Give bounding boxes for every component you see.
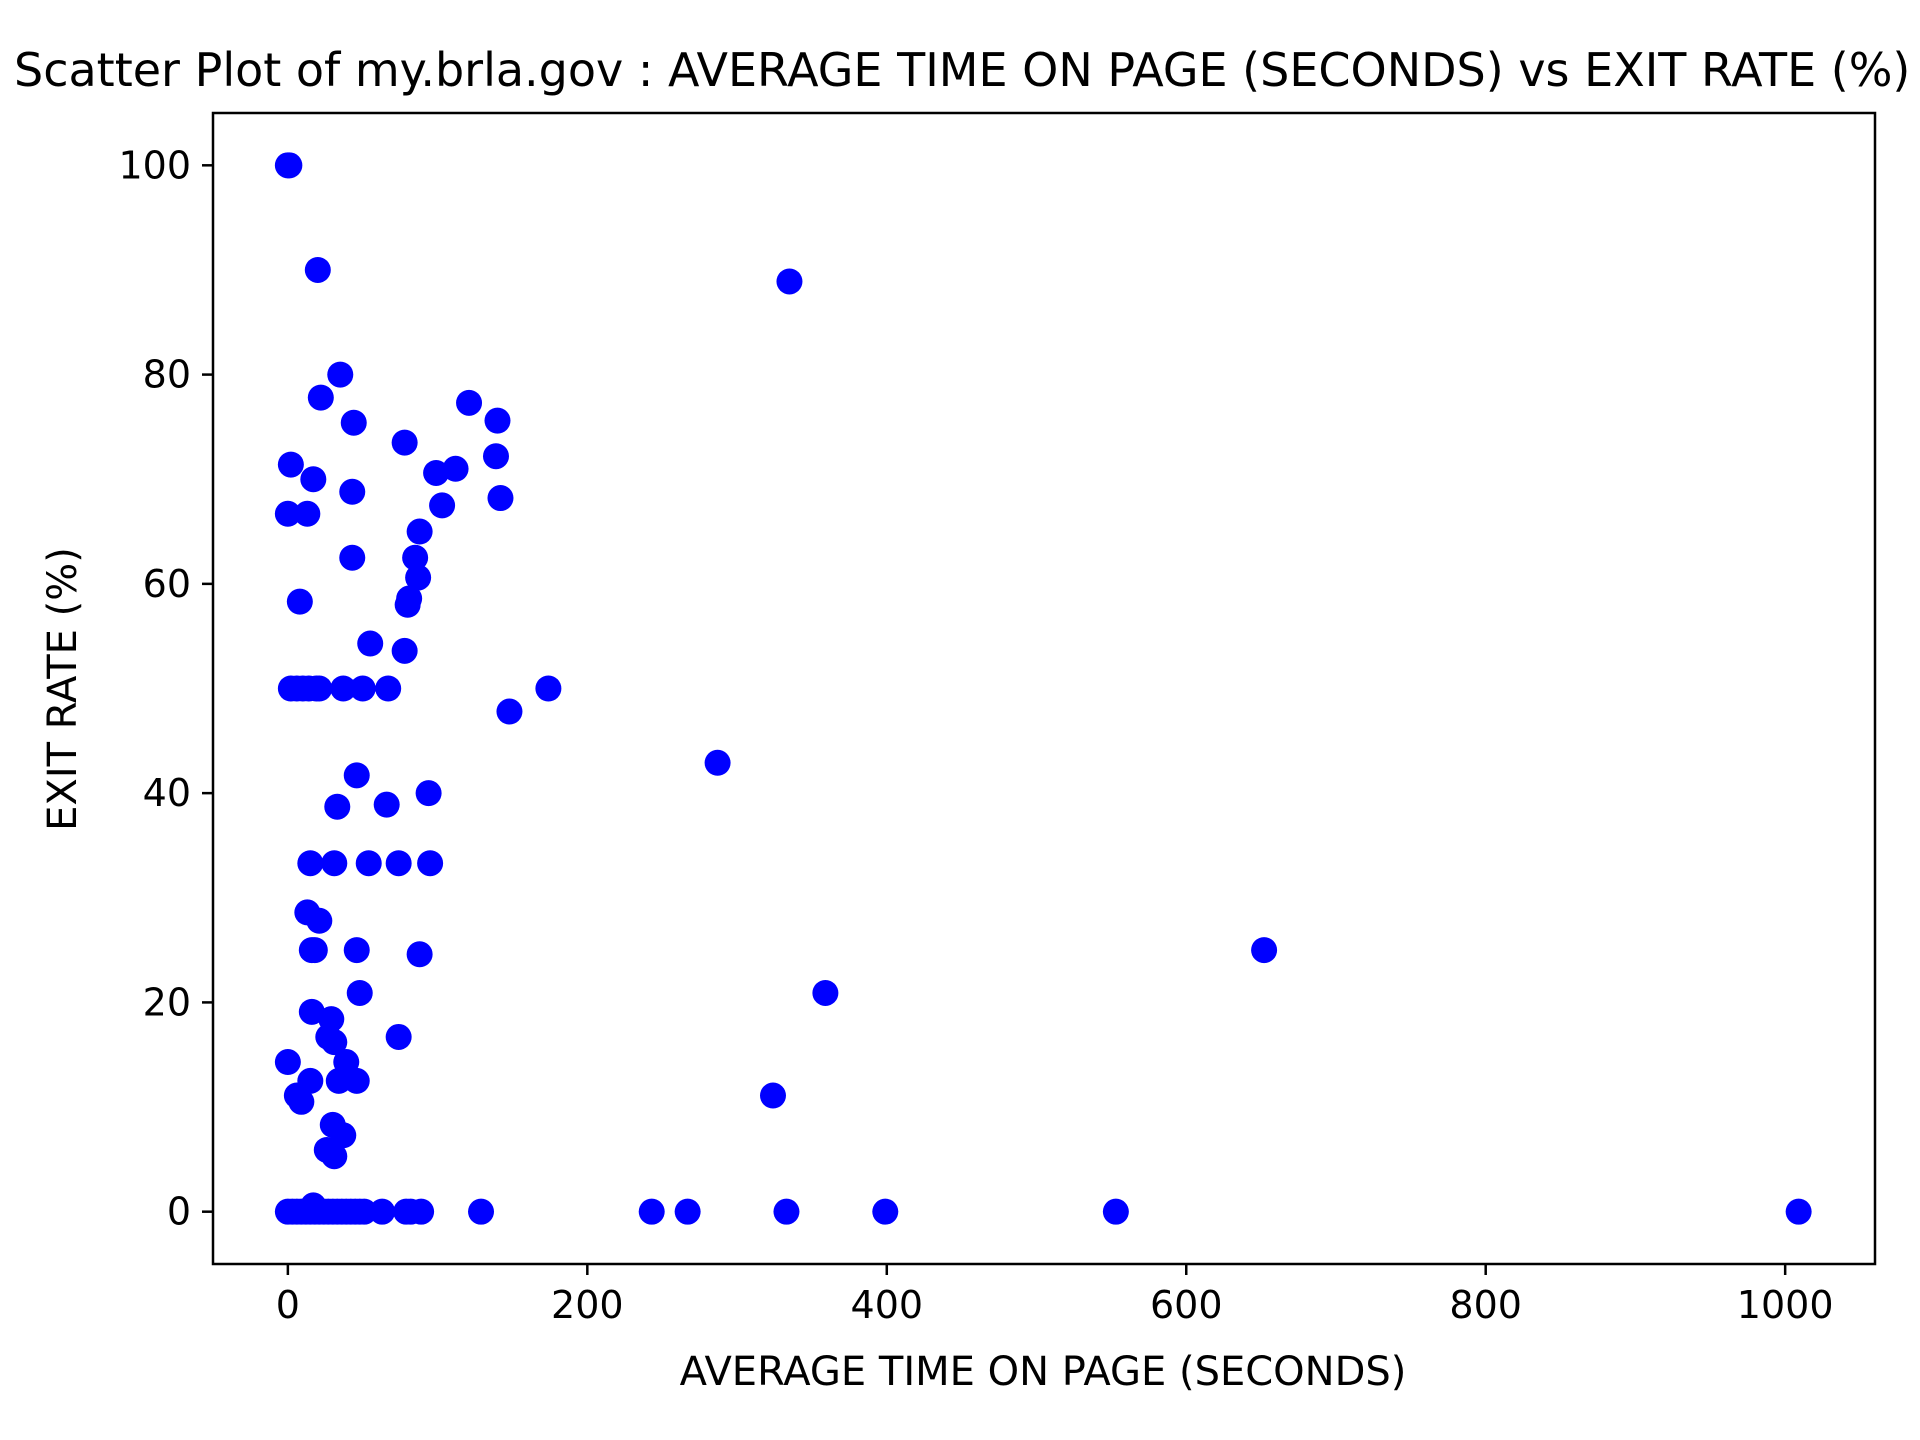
data-point [357, 631, 383, 657]
data-point [288, 1089, 314, 1115]
data-point [305, 257, 331, 283]
data-point [468, 1199, 494, 1225]
data-point [297, 850, 323, 876]
data-point [300, 466, 326, 492]
data-point [535, 676, 561, 702]
data-point [408, 1199, 434, 1225]
x-axis-label: AVERAGE TIME ON PAGE (SECONDS) [680, 1349, 1407, 1395]
data-point [396, 586, 422, 612]
data-point [275, 1049, 301, 1075]
data-point [812, 980, 838, 1006]
x-tick-label: 800 [1449, 1283, 1522, 1327]
data-point [487, 485, 513, 511]
y-tick-label: 20 [143, 980, 191, 1024]
data-point [302, 937, 328, 963]
data-point [339, 479, 365, 505]
data-point [429, 492, 455, 518]
data-point [392, 430, 418, 456]
data-point [639, 1199, 665, 1225]
data-point [484, 408, 510, 434]
x-tick-label: 0 [276, 1283, 300, 1327]
data-point [287, 589, 313, 615]
y-tick-label: 40 [143, 771, 191, 815]
y-tick-label: 60 [143, 562, 191, 606]
x-tick-label: 400 [851, 1283, 924, 1327]
y-tick-label: 100 [118, 143, 191, 187]
data-point [776, 268, 802, 294]
data-point [1103, 1199, 1129, 1225]
x-tick-label: 600 [1150, 1283, 1223, 1327]
data-point [496, 699, 522, 725]
data-point [350, 676, 376, 702]
data-point [416, 780, 442, 806]
data-point [294, 501, 320, 527]
data-point [278, 452, 304, 478]
data-point [675, 1199, 701, 1225]
x-tick-label: 200 [551, 1283, 624, 1327]
data-point [386, 1024, 412, 1050]
data-point [341, 410, 367, 436]
data-point [276, 152, 302, 178]
chart-title: Scatter Plot of my.brla.gov : AVERAGE TI… [14, 43, 1910, 97]
data-point [417, 850, 443, 876]
data-point [321, 850, 347, 876]
data-point [347, 980, 373, 1006]
data-point [344, 762, 370, 788]
y-tick-label: 80 [143, 353, 191, 397]
data-point [456, 390, 482, 416]
data-point [1786, 1199, 1812, 1225]
data-point [407, 941, 433, 967]
data-point [306, 676, 332, 702]
data-point [308, 385, 334, 411]
data-point [324, 794, 350, 820]
data-point [375, 676, 401, 702]
data-point [872, 1199, 898, 1225]
data-point [705, 750, 731, 776]
data-point [339, 545, 365, 571]
data-point [327, 362, 353, 388]
data-point [386, 850, 412, 876]
data-point [306, 908, 332, 934]
y-tick-label: 0 [167, 1190, 191, 1234]
data-point [356, 850, 382, 876]
data-point [760, 1083, 786, 1109]
data-point [369, 1199, 395, 1225]
data-point [321, 1143, 347, 1169]
data-point [483, 443, 509, 469]
x-tick-label: 1000 [1737, 1283, 1834, 1327]
data-point [773, 1199, 799, 1225]
data-point [423, 460, 449, 486]
data-point [392, 638, 418, 664]
data-point [374, 792, 400, 818]
data-point [344, 937, 370, 963]
data-point [1251, 937, 1277, 963]
y-axis-label: EXIT RATE (%) [40, 547, 86, 831]
data-point [344, 1068, 370, 1094]
data-point [407, 519, 433, 545]
